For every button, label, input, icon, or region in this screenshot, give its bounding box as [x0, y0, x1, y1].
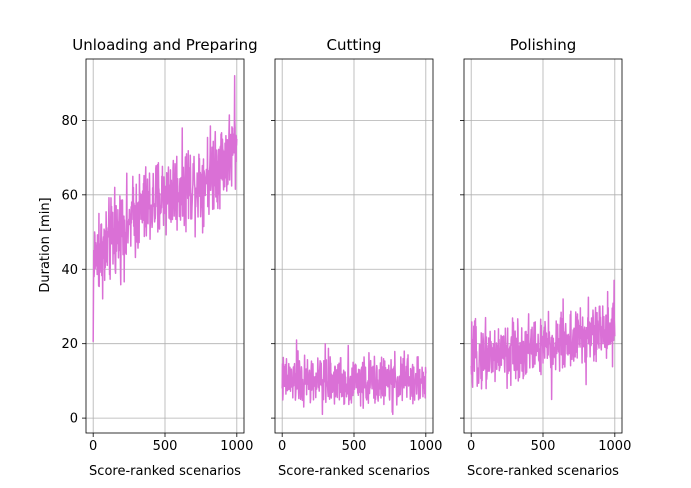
- y-tick-label: 20: [61, 337, 78, 352]
- chart-panel-3: 0 500 1000 Polishing Score-ranked scenarios: [460, 36, 631, 479]
- series-line: [470, 279, 616, 401]
- charts: 0 500 1000 0 20 40 60 80 Unloading and Preparing…: [61, 36, 631, 479]
- x-tick-label: 1000: [220, 439, 253, 454]
- chart-title: Unloading and Preparing: [72, 36, 257, 54]
- y-tick-label: 80: [61, 114, 78, 129]
- x-tick-label: 1000: [409, 439, 442, 454]
- chart-panel-2: 0 500 1000 Cutting Score-ranked scenarios: [271, 36, 442, 479]
- y-tick-label: 0: [70, 412, 78, 427]
- x-tick-label: 0: [467, 439, 475, 454]
- x-tick-label: 500: [153, 439, 178, 454]
- x-axis-label: Score-ranked scenarios: [278, 464, 430, 479]
- x-axis-label: Score-ranked scenarios: [467, 464, 619, 479]
- chart-title: Polishing: [510, 36, 577, 54]
- chart-title: Cutting: [327, 36, 382, 54]
- x-tick-label: 0: [278, 439, 286, 454]
- x-tick-label: 500: [531, 439, 556, 454]
- chart-panel-1: 0 500 1000 0 20 40 60 80 Unloading and Preparing…: [61, 36, 257, 479]
- x-tick-label: 500: [342, 439, 367, 454]
- y-tick-label: 60: [61, 188, 78, 203]
- x-tick-label: 1000: [598, 439, 631, 454]
- x-axis-label: Score-ranked scenarios: [89, 464, 241, 479]
- x-tick-label: 0: [89, 439, 97, 454]
- figure-ylabel: Duration [min]: [38, 197, 53, 292]
- series-line: [92, 75, 238, 342]
- y-tick-label: 40: [61, 263, 78, 278]
- series-line: [281, 339, 427, 416]
